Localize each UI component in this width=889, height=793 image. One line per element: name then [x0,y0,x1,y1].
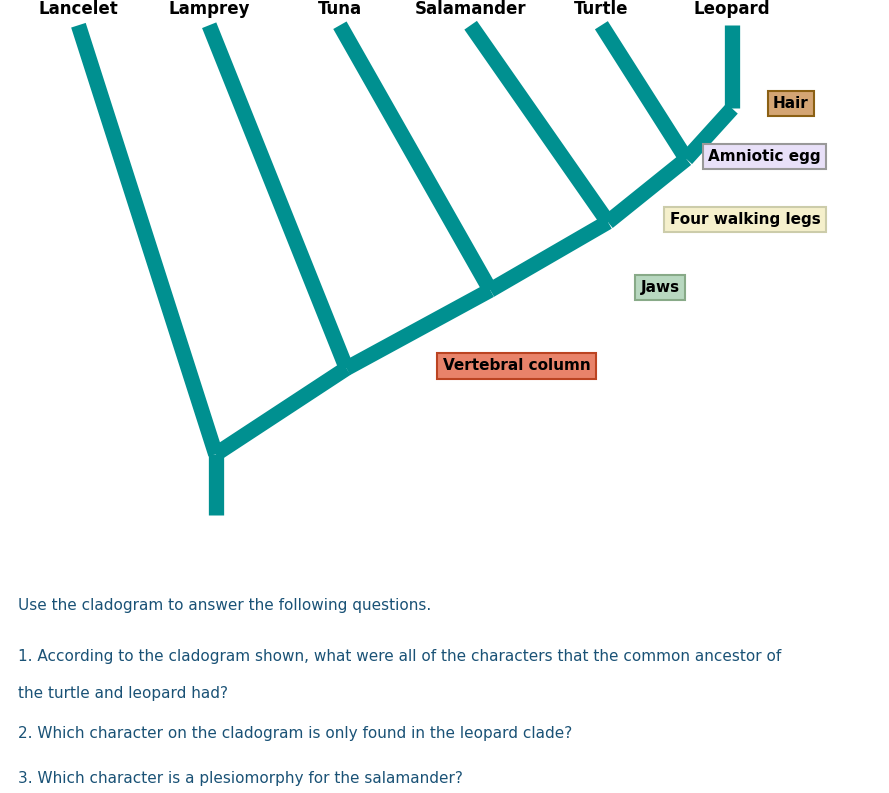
Text: Leopard: Leopard [693,0,771,17]
Text: Vertebral column: Vertebral column [443,358,590,374]
Text: Lamprey: Lamprey [168,0,250,17]
Text: 2. Which character on the cladogram is only found in the leopard clade?: 2. Which character on the cladogram is o… [18,726,572,741]
Text: Amniotic egg: Amniotic egg [709,149,821,164]
Text: 3. Which character is a plesiomorphy for the salamander?: 3. Which character is a plesiomorphy for… [18,771,462,786]
Text: the turtle and leopard had?: the turtle and leopard had? [18,687,228,702]
Text: Use the cladogram to answer the following questions.: Use the cladogram to answer the followin… [18,598,431,613]
Text: Tuna: Tuna [318,0,362,17]
Text: Four walking legs: Four walking legs [669,212,821,227]
Text: Jaws: Jaws [641,280,680,295]
Text: Turtle: Turtle [574,0,629,17]
Text: 1. According to the cladogram shown, what were all of the characters that the co: 1. According to the cladogram shown, wha… [18,649,781,664]
Text: Salamander: Salamander [415,0,526,17]
Text: Lancelet: Lancelet [38,0,118,17]
Text: Hair: Hair [773,96,809,111]
